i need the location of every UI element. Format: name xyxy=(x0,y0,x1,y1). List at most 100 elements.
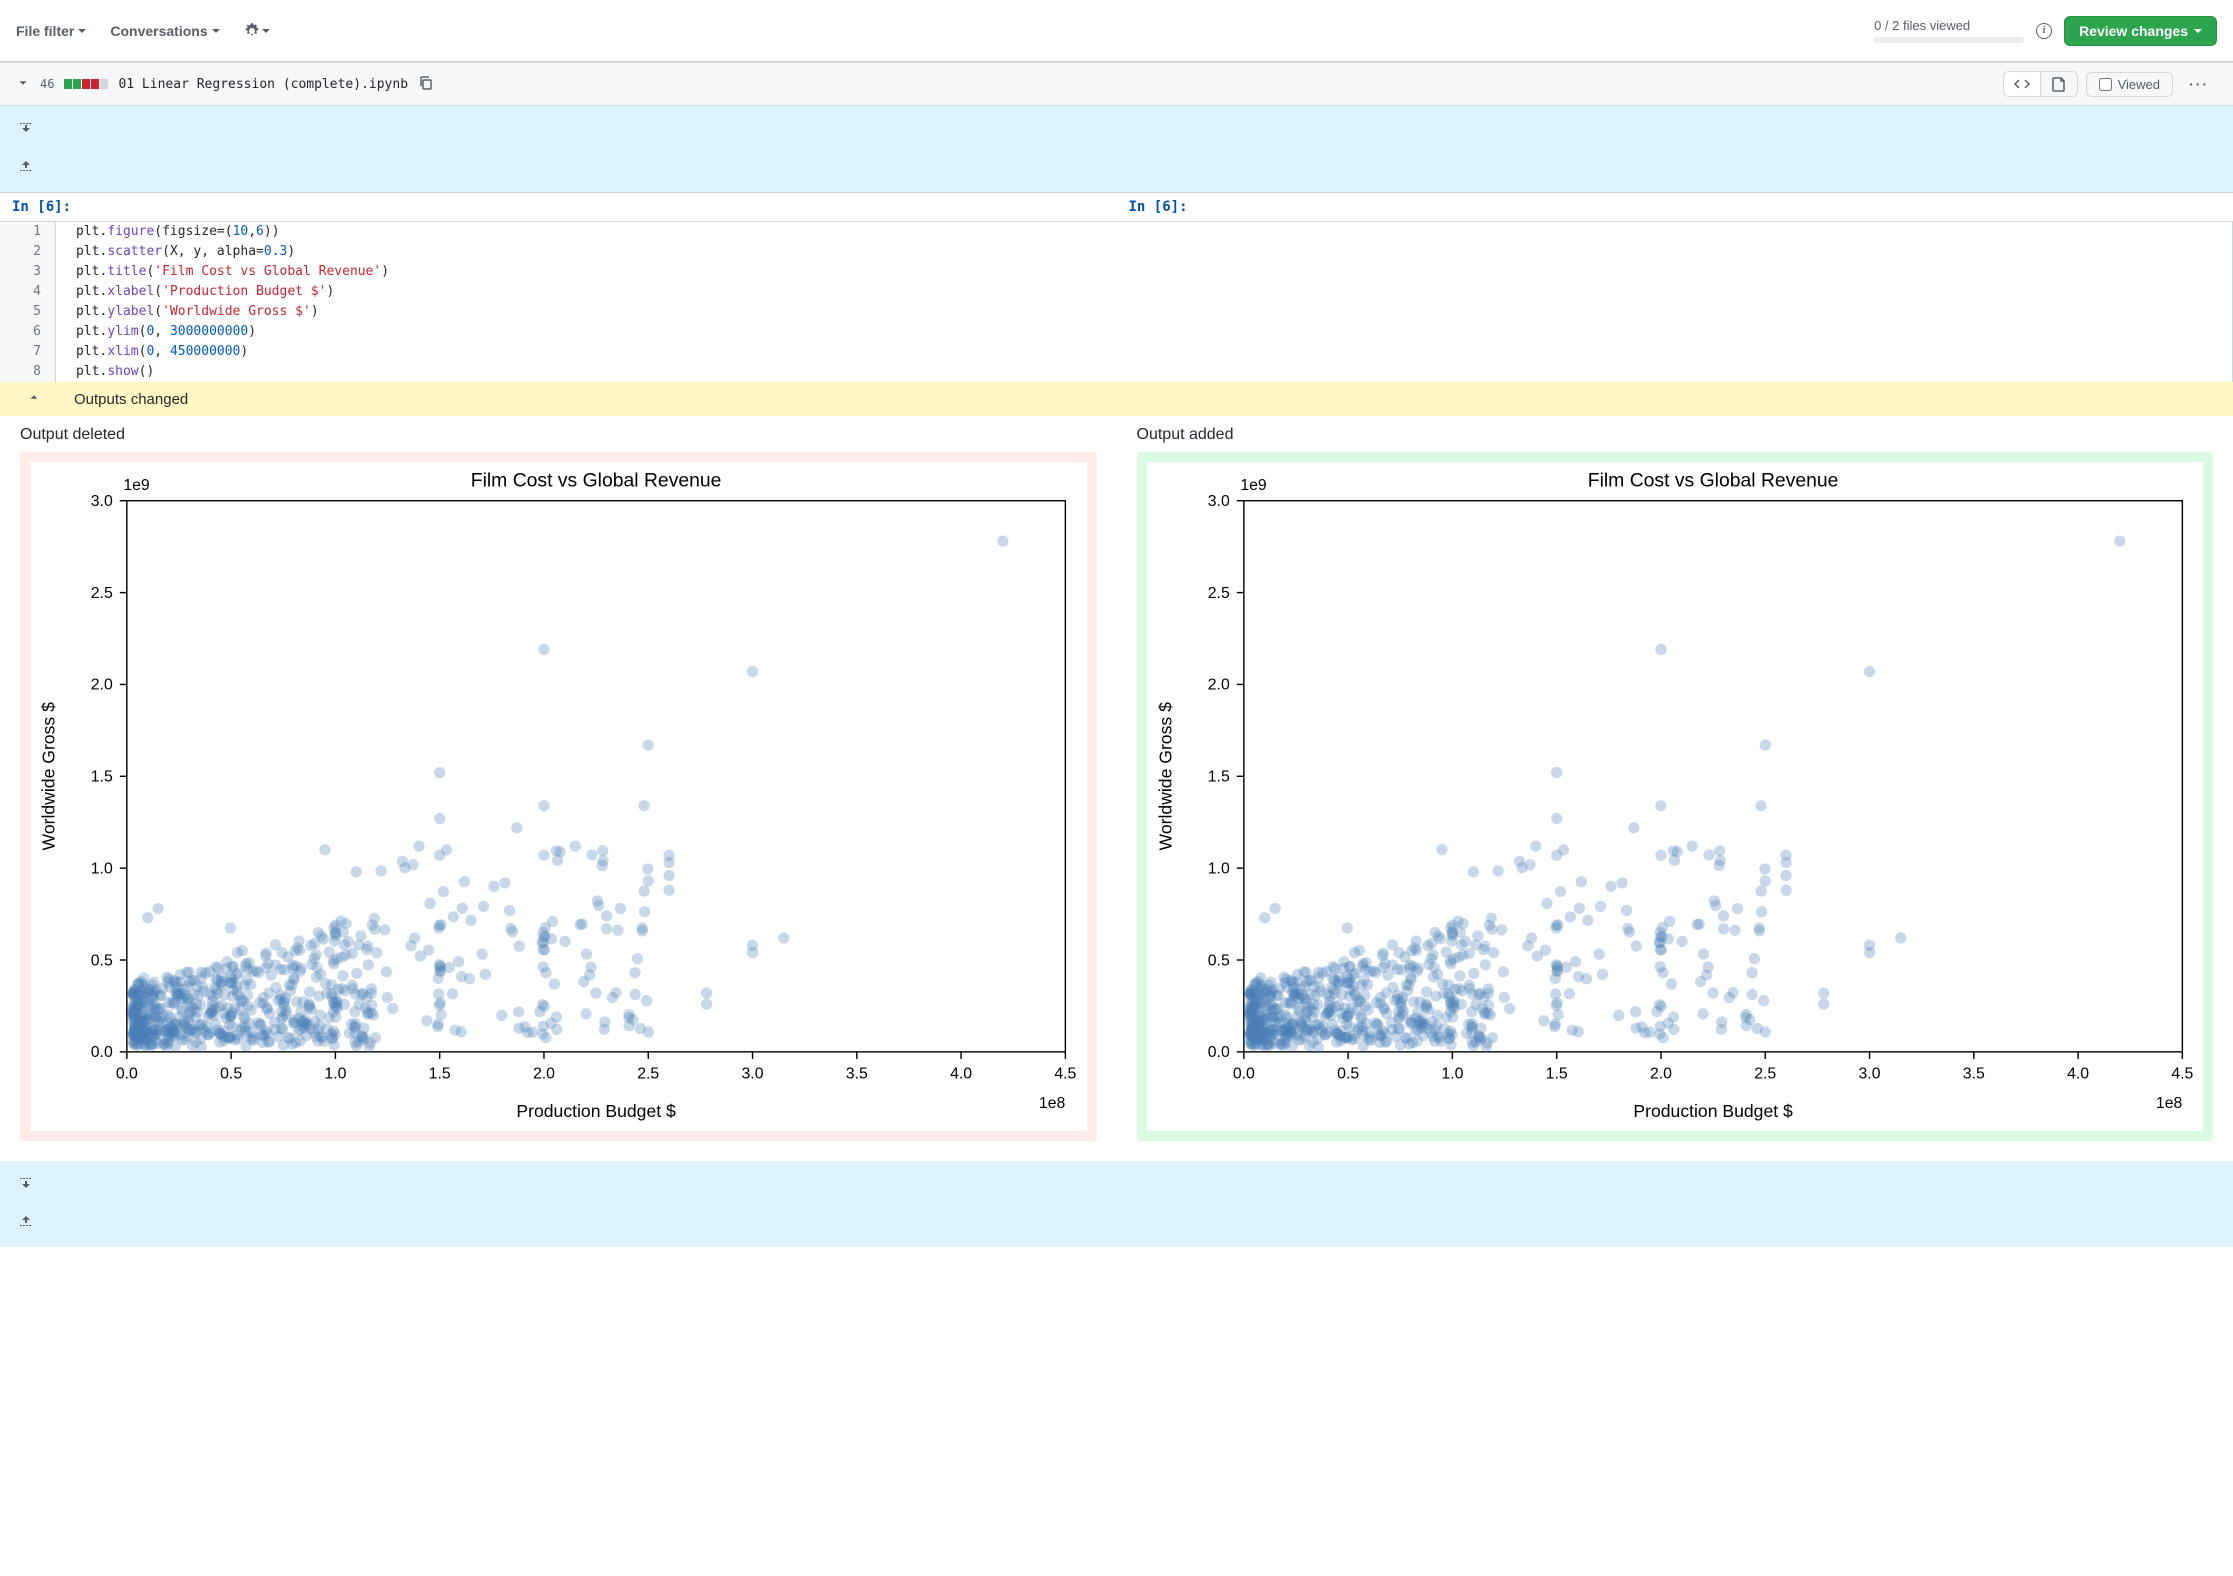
svg-text:4.0: 4.0 xyxy=(950,1065,972,1082)
svg-text:3.5: 3.5 xyxy=(846,1065,868,1082)
code-line: 3plt.title('Film Cost vs Global Revenue'… xyxy=(0,262,2233,282)
viewed-label: Viewed xyxy=(2118,77,2160,92)
code-line: 5plt.ylabel('Worldwide Gross $') xyxy=(0,302,2233,322)
rendered-view-button[interactable] xyxy=(2040,72,2077,96)
svg-text:1e9: 1e9 xyxy=(1240,477,1267,494)
file-header-right: Viewed ··· xyxy=(2003,71,2217,97)
collapse-file-button[interactable] xyxy=(16,76,30,93)
svg-text:1.0: 1.0 xyxy=(1441,1065,1463,1082)
line-code: plt.xlim(0, 450000000) xyxy=(56,342,2233,362)
caret-down-icon xyxy=(2194,29,2202,33)
conversations-label: Conversations xyxy=(110,23,207,39)
copy-path-button[interactable] xyxy=(418,75,434,94)
cell-label-left: In [6]: xyxy=(0,193,1117,221)
viewed-checkbox-input[interactable] xyxy=(2099,78,2112,91)
expand-up-icon xyxy=(18,158,34,174)
line-code: plt.xlabel('Production Budget $') xyxy=(56,282,2233,302)
cell-label-right: In [6]: xyxy=(1117,193,2233,221)
svg-text:Production Budget $: Production Budget $ xyxy=(516,1101,676,1121)
svg-text:1.0: 1.0 xyxy=(91,860,113,877)
conversations-dropdown[interactable]: Conversations xyxy=(110,23,219,39)
svg-text:1.5: 1.5 xyxy=(429,1065,451,1082)
code-line: 7plt.xlim(0, 450000000) xyxy=(0,342,2233,362)
chart-added: 0.00.51.01.52.02.53.03.54.04.50.00.51.01… xyxy=(1147,462,2204,1131)
line-code: plt.title('Film Cost vs Global Revenue') xyxy=(56,262,2233,282)
review-changes-button[interactable]: Review changes xyxy=(2064,16,2217,46)
svg-text:3.5: 3.5 xyxy=(1962,1065,1984,1082)
file-filter-dropdown[interactable]: File filter xyxy=(16,23,86,39)
output-added-half: Output added 0.00.51.01.52.02.53.03.54.0… xyxy=(1117,416,2233,1161)
diff-block xyxy=(73,79,81,89)
svg-text:4.5: 4.5 xyxy=(1054,1065,1076,1082)
line-code: plt.show() xyxy=(56,362,2233,382)
svg-text:2.0: 2.0 xyxy=(533,1065,555,1082)
svg-text:0.5: 0.5 xyxy=(91,952,113,969)
svg-text:2.0: 2.0 xyxy=(1649,1065,1671,1082)
svg-text:Film Cost vs Global Revenue: Film Cost vs Global Revenue xyxy=(471,470,722,492)
code-line: 4plt.xlabel('Production Budget $') xyxy=(0,282,2233,302)
expand-down-button[interactable] xyxy=(18,1175,38,1195)
output-deleted-box: 0.00.51.01.52.02.53.03.54.04.50.00.51.01… xyxy=(20,452,1097,1141)
line-number: 6 xyxy=(0,322,56,342)
caret-down-icon xyxy=(262,29,270,33)
expand-down-icon xyxy=(18,120,34,136)
svg-text:3.0: 3.0 xyxy=(742,1065,764,1082)
cell-label-row: In [6]: In [6]: xyxy=(0,192,2233,222)
line-number: 5 xyxy=(0,302,56,322)
svg-text:2.5: 2.5 xyxy=(637,1065,659,1082)
viewed-checkbox[interactable]: Viewed xyxy=(2086,72,2173,97)
line-code: plt.ylabel('Worldwide Gross $') xyxy=(56,302,2233,322)
svg-text:Worldwide Gross $: Worldwide Gross $ xyxy=(39,702,59,851)
svg-text:2.5: 2.5 xyxy=(91,585,113,602)
svg-text:Film Cost vs Global Revenue: Film Cost vs Global Revenue xyxy=(1587,470,1838,492)
expand-hunk-bottom xyxy=(0,1161,2233,1247)
copy-icon xyxy=(418,75,434,91)
outputs-changed-bar: Outputs changed xyxy=(0,382,2233,416)
svg-text:1e8: 1e8 xyxy=(1039,1095,1066,1112)
svg-text:1e9: 1e9 xyxy=(123,477,150,494)
chart-deleted: 0.00.51.01.52.02.53.03.54.04.50.00.51.01… xyxy=(30,462,1087,1131)
svg-text:4.5: 4.5 xyxy=(2171,1065,2193,1082)
info-icon[interactable]: i xyxy=(2036,23,2052,39)
line-number: 4 xyxy=(0,282,56,302)
diff-block xyxy=(100,79,108,89)
line-code: plt.scatter(X, y, alpha=0.3) xyxy=(56,242,2233,262)
file-header-left: 46 01 Linear Regression (complete).ipynb xyxy=(16,75,2003,94)
output-deleted-label: Output deleted xyxy=(20,426,1097,444)
line-number: 3 xyxy=(0,262,56,282)
expand-up-button[interactable] xyxy=(18,158,38,178)
caret-down-icon xyxy=(78,29,86,33)
line-number: 1 xyxy=(0,222,56,242)
chevron-up-icon xyxy=(27,390,41,404)
gear-icon xyxy=(244,23,260,39)
source-view-button[interactable] xyxy=(2004,72,2040,96)
output-deleted-half: Output deleted 0.0 0.5 1.0 1.5 2.0 2.5 3.0 3.5 4… xyxy=(0,416,1117,1161)
expand-hunk-top xyxy=(0,106,2233,192)
diff-block xyxy=(91,79,99,89)
diff-stat-blocks xyxy=(64,79,108,89)
svg-text:0.5: 0.5 xyxy=(1207,952,1229,969)
collapse-outputs-button[interactable] xyxy=(14,390,54,408)
expand-down-button[interactable] xyxy=(18,120,38,140)
svg-text:Production Budget $: Production Budget $ xyxy=(1633,1101,1793,1121)
svg-text:0.0: 0.0 xyxy=(116,1065,138,1082)
file-menu-button[interactable]: ··· xyxy=(2181,72,2217,96)
filename: 01 Linear Regression (complete).ipynb xyxy=(118,77,408,92)
line-code: plt.ylim(0, 3000000000) xyxy=(56,322,2233,342)
svg-text:3.0: 3.0 xyxy=(91,493,113,510)
file-header: 46 01 Linear Regression (complete).ipynb… xyxy=(0,62,2233,106)
svg-text:Worldwide Gross $: Worldwide Gross $ xyxy=(1155,702,1175,851)
file-icon xyxy=(2051,76,2067,92)
svg-text:0.0: 0.0 xyxy=(91,1044,113,1061)
files-viewed-text: 0 / 2 files viewed xyxy=(1874,18,1970,33)
caret-down-icon xyxy=(212,29,220,33)
svg-text:4.0: 4.0 xyxy=(2067,1065,2089,1082)
files-viewed-progress xyxy=(1874,37,2024,43)
settings-dropdown[interactable] xyxy=(244,23,270,39)
svg-text:1.5: 1.5 xyxy=(91,769,113,786)
svg-text:2.0: 2.0 xyxy=(1207,677,1229,694)
file-filter-label: File filter xyxy=(16,23,74,39)
toolbar-right: 0 / 2 files viewed i Review changes xyxy=(1874,16,2217,46)
svg-text:3.0: 3.0 xyxy=(1207,493,1229,510)
expand-up-button[interactable] xyxy=(18,1213,38,1233)
